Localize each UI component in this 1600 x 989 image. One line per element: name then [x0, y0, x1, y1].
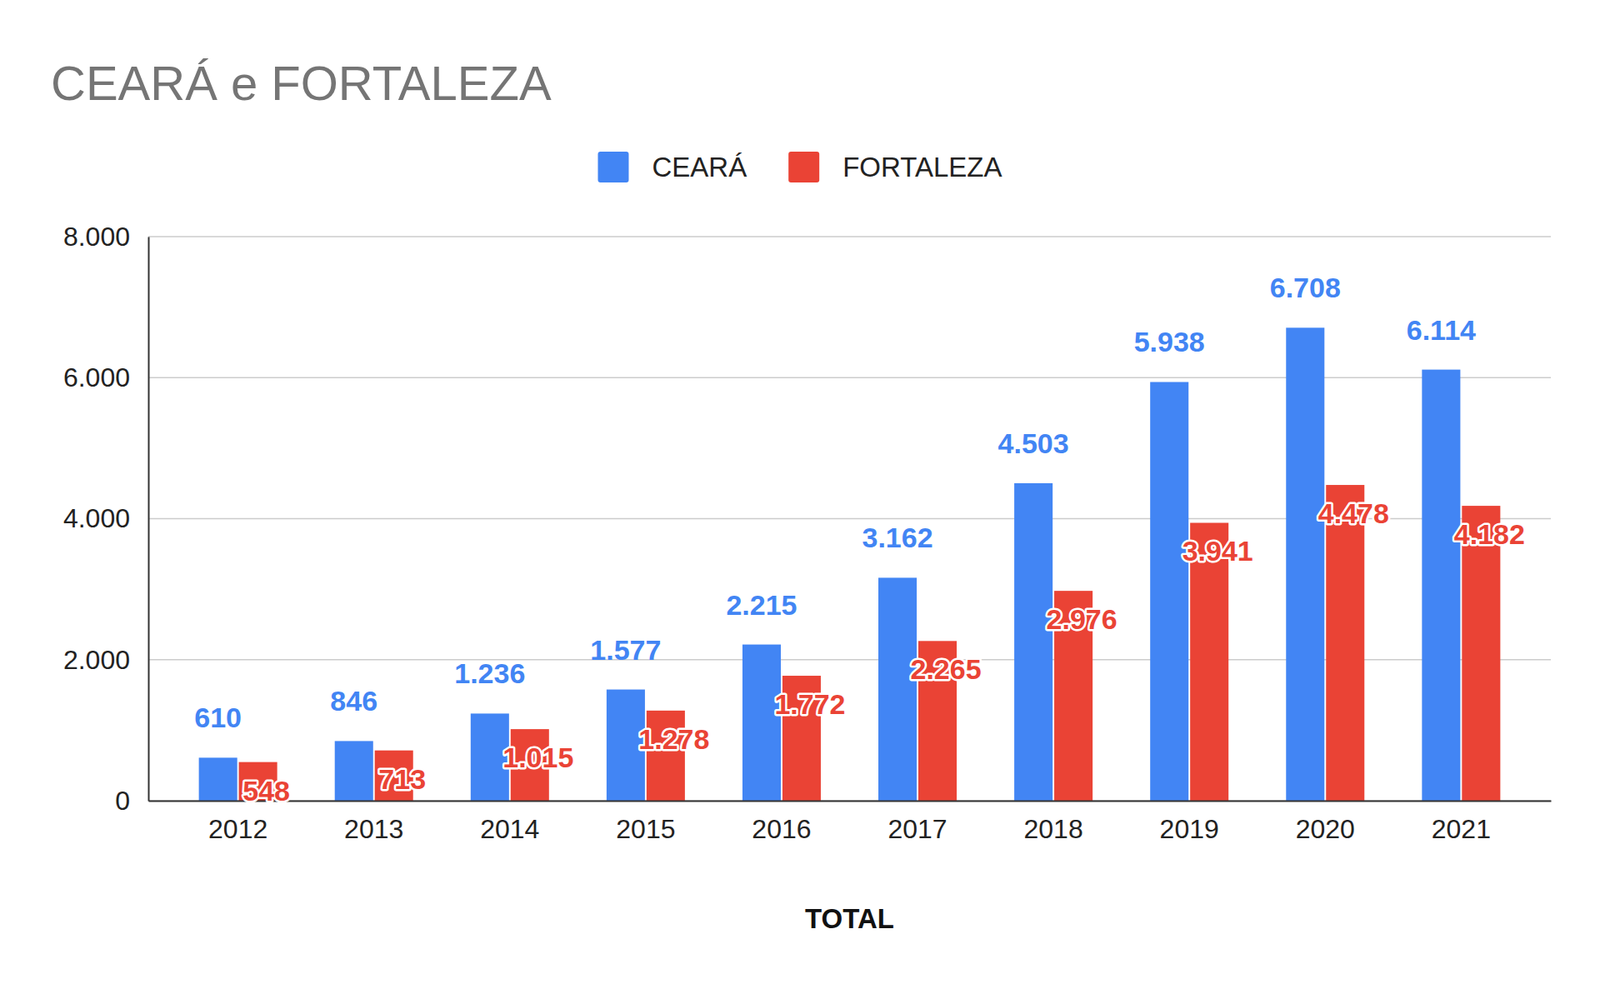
y-tick-label: 2.000 — [63, 644, 130, 675]
bar — [1421, 370, 1460, 801]
x-tick: 2019 — [1160, 800, 1220, 845]
y-tick-label: 0 — [115, 785, 130, 816]
data-label: 5.938 — [1134, 325, 1205, 358]
y-axis: 0 2.000 4.000 6.000 8.000 — [63, 221, 150, 816]
y-tick: 6.000 — [63, 362, 149, 393]
x-tick-label: 2016 — [751, 814, 811, 845]
y-tick: 8.000 — [63, 221, 149, 252]
x-axis-title: TOTAL — [805, 903, 895, 935]
bars — [199, 327, 1501, 801]
x-tick-label: 2019 — [1160, 814, 1220, 845]
legend: CEARÁ FORTALEZA — [597, 151, 1002, 183]
bar — [199, 757, 238, 801]
y-tick: 4.000 — [63, 503, 149, 534]
y-tick-label: 8.000 — [63, 221, 130, 252]
x-tick: 2015 — [615, 800, 675, 845]
x-tick: 2017 — [887, 800, 947, 845]
x-tick-label: 2014 — [480, 814, 540, 845]
bar — [878, 577, 917, 801]
data-label: 6.708 — [1270, 271, 1341, 304]
data-label: 1.015 — [502, 741, 574, 774]
x-tick: 2018 — [1024, 800, 1084, 845]
y-axis-line — [148, 237, 150, 802]
data-label: 4.478 — [1318, 497, 1390, 530]
legend-item: CEARÁ — [597, 151, 747, 183]
x-tick: 2021 — [1431, 800, 1491, 845]
x-tick: 2013 — [344, 800, 404, 845]
data-label: 1.772 — [774, 688, 845, 720]
grid-line — [148, 235, 1551, 238]
x-axis-line — [149, 800, 1552, 803]
bar — [1461, 505, 1500, 801]
grid — [148, 236, 1551, 801]
data-label: 548 — [242, 775, 290, 807]
data-label: 6.114 — [1406, 314, 1476, 346]
bar — [1285, 327, 1325, 801]
data-label: 2.215 — [725, 589, 797, 621]
bar — [1325, 485, 1365, 801]
data-label: 1.577 — [590, 634, 661, 666]
bar — [742, 645, 781, 801]
bar — [335, 740, 374, 801]
x-tick: 2020 — [1295, 800, 1355, 845]
data-label: 1.278 — [638, 723, 710, 755]
legend-item: FORTALEZA — [788, 151, 1002, 183]
data-label: 2.976 — [1046, 603, 1118, 635]
data-label: 610 — [194, 701, 242, 734]
y-tick-label: 4.000 — [63, 503, 130, 534]
x-axis: 2012 2013 2014 2015 2016 2017 2018 2019 2020 2021 — [149, 800, 1552, 845]
x-tick-label: 2013 — [344, 814, 404, 845]
x-tick-label: 2015 — [615, 814, 675, 845]
x-tick-label: 2021 — [1431, 814, 1491, 845]
title: CEARÁ e FORTALEZA — [50, 55, 552, 110]
data-label: 4.503 — [998, 427, 1070, 460]
data-label: 3.941 — [1182, 535, 1254, 567]
x-tick: 2014 — [480, 800, 540, 845]
bar — [1014, 483, 1053, 801]
data-label: 846 — [330, 685, 378, 717]
x-tick-label: 2017 — [887, 814, 947, 845]
x-tick-label: 2020 — [1295, 814, 1355, 845]
x-tick: 2016 — [751, 800, 811, 845]
data-label: 3.162 — [862, 521, 934, 554]
data-label: 2.265 — [910, 653, 981, 685]
x-tick-label: 2012 — [208, 814, 268, 845]
y-tick: 0 — [115, 785, 149, 816]
legend-swatch — [597, 151, 629, 183]
data-label: 4.182 — [1454, 518, 1525, 550]
grid-line — [148, 377, 1551, 380]
y-tick-label: 6.000 — [63, 362, 130, 393]
legend-swatch — [788, 151, 820, 183]
bar — [1150, 381, 1189, 801]
y-tick: 2.000 — [63, 644, 149, 675]
data-label: 713 — [378, 763, 426, 795]
legend-label: CEARÁ — [651, 151, 747, 183]
data-label: 1.236 — [454, 657, 525, 690]
legend-label: FORTALEZA — [842, 151, 1002, 183]
x-tick: 2012 — [208, 800, 268, 845]
chart: CEARÁ e FORTALEZA CEARÁ FORTALEZA 0 2.000 4.0… — [0, 0, 1600, 989]
data-labels: 610 846 1.236 1.577 2.215 3.162 4.503 5.938 6.70… — [194, 271, 1525, 806]
x-tick-label: 2018 — [1024, 814, 1084, 845]
